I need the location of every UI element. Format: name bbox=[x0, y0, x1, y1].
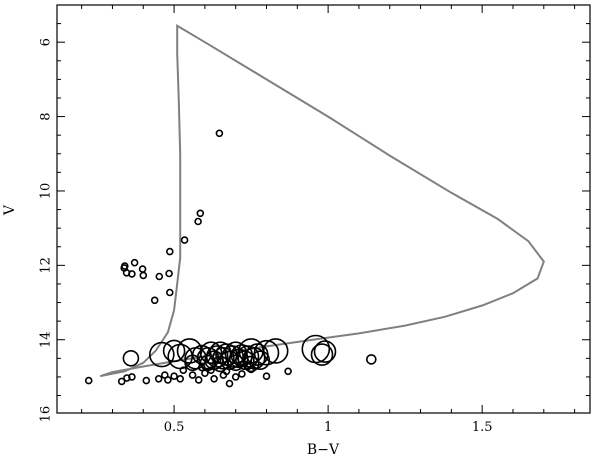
large-star-circle bbox=[253, 339, 280, 366]
star-circle bbox=[196, 209, 205, 218]
x-axis-title: B−V bbox=[307, 442, 340, 458]
x-tick-label: 0.5 bbox=[164, 420, 185, 435]
large-star-circle bbox=[149, 341, 175, 368]
star-circle bbox=[139, 271, 148, 280]
large-star-circle bbox=[310, 343, 334, 366]
star-circle bbox=[120, 264, 128, 272]
x-tick-label: 1 bbox=[324, 420, 332, 435]
star-circle bbox=[176, 374, 184, 383]
star-circle bbox=[284, 367, 292, 376]
large-star-circle bbox=[196, 346, 220, 370]
large-star-circle bbox=[262, 338, 289, 364]
isochrone-curve bbox=[99, 24, 545, 378]
tick-labels: 0.5 1 1.5 6 8 10 12 14 16 bbox=[39, 38, 493, 435]
star-circle bbox=[130, 258, 139, 267]
star-circle bbox=[170, 372, 178, 381]
star-circle bbox=[215, 129, 224, 138]
star-circle bbox=[165, 269, 173, 278]
star-circle bbox=[179, 366, 188, 375]
y-tick-label: 10 bbox=[39, 183, 54, 200]
star-circle bbox=[128, 373, 136, 381]
star-circle bbox=[150, 296, 159, 305]
x-tick-label: 1.5 bbox=[472, 420, 493, 435]
star-circle bbox=[194, 376, 203, 384]
star-circle bbox=[188, 371, 197, 379]
star-circle bbox=[180, 236, 189, 244]
y-tick-label: 12 bbox=[39, 257, 54, 274]
star-circle bbox=[154, 374, 163, 383]
large-star-circle bbox=[122, 349, 140, 367]
data-points bbox=[84, 129, 377, 388]
large-star-circle bbox=[313, 340, 337, 363]
y-axis-title: V bbox=[2, 204, 18, 216]
star-circle bbox=[138, 265, 147, 273]
star-circle bbox=[84, 376, 93, 385]
y-tick-label: 8 bbox=[39, 112, 54, 120]
large-star-circle bbox=[199, 341, 223, 365]
star-circle bbox=[238, 370, 246, 378]
star-circle bbox=[166, 247, 174, 256]
star-circle bbox=[210, 374, 218, 383]
y-tick-label: 16 bbox=[39, 406, 54, 423]
y-tick-label: 6 bbox=[39, 38, 54, 46]
plot-frame bbox=[56, 4, 591, 414]
star-circle bbox=[262, 372, 271, 381]
axis-ticks bbox=[57, 5, 590, 413]
star-circle bbox=[166, 288, 174, 297]
large-star-circle bbox=[184, 354, 201, 372]
star-circle bbox=[164, 376, 172, 384]
large-star-circle bbox=[212, 346, 235, 370]
large-star-circle bbox=[162, 339, 186, 363]
star-circle bbox=[155, 272, 164, 281]
star-circle bbox=[231, 373, 240, 381]
star-circle bbox=[117, 377, 126, 386]
large-star-circle bbox=[242, 346, 266, 370]
star-circle bbox=[194, 217, 202, 226]
star-circle bbox=[225, 379, 234, 388]
plot-area bbox=[84, 24, 545, 388]
y-tick-label: 14 bbox=[39, 331, 54, 348]
star-circle bbox=[365, 354, 377, 365]
large-star-circle bbox=[242, 355, 260, 373]
star-circle bbox=[123, 374, 131, 382]
star-circle bbox=[142, 376, 151, 385]
